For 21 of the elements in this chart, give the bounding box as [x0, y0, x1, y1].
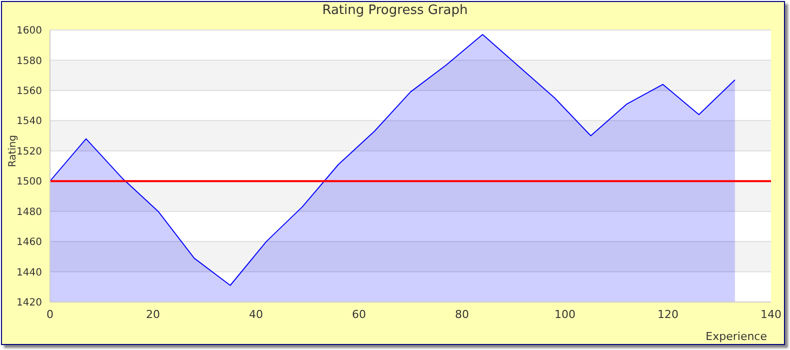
chart-title: Rating Progress Graph — [321, 3, 469, 18]
x-axis-title: Experience — [706, 330, 768, 343]
x-tick-label: 140 — [760, 308, 782, 321]
y-tick-label: 1500 — [16, 176, 42, 188]
y-tick-label: 1600 — [16, 26, 42, 37]
y-tick-label: 1440 — [16, 267, 42, 278]
y-tick-label: 1480 — [16, 206, 42, 218]
y-tick-label: 1460 — [16, 237, 42, 248]
x-tick-label: 60 — [352, 308, 366, 321]
y-tick-label: 1520 — [16, 146, 42, 158]
x-tick-label: 20 — [146, 308, 160, 321]
x-tick-label: 0 — [46, 308, 54, 321]
y-tick-label: 1420 — [16, 298, 42, 309]
y-axis-title: Rating — [8, 134, 18, 168]
y-tick-label: 1540 — [16, 116, 42, 128]
x-tick-label: 120 — [658, 308, 678, 321]
x-tick-label: 40 — [249, 308, 263, 321]
x-tick-label: 100 — [554, 308, 576, 321]
y-tick-label: 1560 — [16, 86, 42, 97]
x-tick-label: 80 — [455, 308, 469, 321]
y-tick-label: 1580 — [16, 56, 42, 67]
